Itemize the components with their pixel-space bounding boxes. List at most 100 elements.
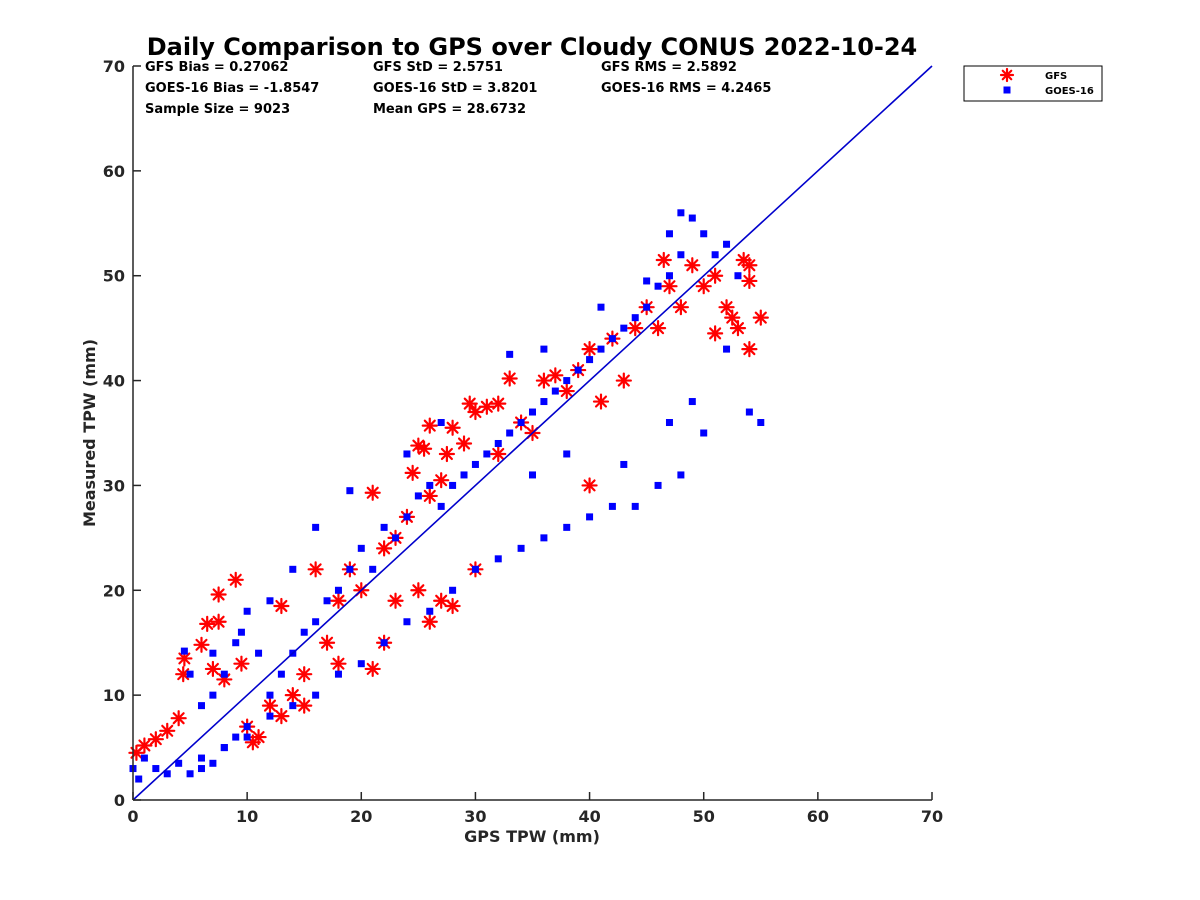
- goes-16-point: [711, 251, 719, 259]
- stats-block: GFS Bias = 0.27062 GFS StD = 2.5751 GFS RM…: [145, 60, 771, 117]
- y-axis-label: Measured TPW (mm): [80, 339, 99, 527]
- stat-text: GFS RMS = 2.5892: [601, 60, 737, 75]
- legend-item-gfs: GFS: [999, 67, 1067, 83]
- goes-16-point: [232, 733, 240, 741]
- gfs-point: [210, 613, 227, 630]
- goes-16-point: [414, 492, 422, 500]
- goes-16-point: [426, 481, 434, 489]
- x-tick-label: 20: [350, 807, 372, 826]
- series-goes-16: [129, 209, 765, 783]
- gfs-point: [707, 325, 724, 342]
- gfs-point: [364, 484, 381, 501]
- goes-16-point: [745, 408, 753, 416]
- goes-16-point: [237, 628, 245, 636]
- gfs-point: [273, 708, 290, 725]
- x-tick-label: 50: [693, 807, 715, 826]
- goes-16-point: [403, 618, 411, 626]
- goes-16-point: [357, 544, 365, 552]
- goes-16-point: [563, 523, 571, 531]
- goes-16-point: [471, 565, 479, 573]
- goes-16-point: [243, 723, 251, 731]
- gfs-point: [159, 722, 176, 739]
- gfs-point: [661, 278, 678, 295]
- gfs-point: [627, 320, 644, 337]
- gfs-point: [318, 634, 336, 651]
- goes-16-point: [209, 691, 217, 699]
- goes-16-point: [643, 303, 651, 311]
- goes-16-point: [631, 502, 639, 510]
- goes-16-point: [266, 712, 274, 720]
- goes-16-point: [700, 429, 708, 437]
- gfs-point: [376, 540, 393, 557]
- goes-16-point: [135, 775, 143, 783]
- goes-16-point: [551, 387, 559, 395]
- gfs-point: [592, 393, 610, 410]
- goes-16-point: [255, 649, 263, 657]
- goes-16-point: [180, 647, 188, 655]
- gfs-point: [273, 597, 290, 615]
- goes-16-point: [426, 607, 434, 615]
- gfs-point: [176, 650, 193, 667]
- goes-16-point: [586, 356, 594, 364]
- goes-16-point: [369, 565, 377, 573]
- goes-16-point: [757, 419, 765, 427]
- gfs-point: [147, 731, 164, 748]
- goes-16-point: [563, 450, 571, 458]
- goes-16-point: [654, 481, 662, 489]
- legend-label-gfs: GFS: [1045, 71, 1067, 82]
- gfs-point: [752, 309, 769, 326]
- goes-16-point: [266, 597, 274, 605]
- gfs-point: [615, 372, 632, 389]
- gfs-point: [433, 592, 450, 609]
- goes-16-point: [483, 450, 491, 458]
- gfs-point: [199, 615, 216, 632]
- gfs-point: [741, 272, 758, 290]
- gfs-point: [444, 419, 461, 436]
- gfs-point: [501, 370, 518, 387]
- goes-16-point: [734, 272, 742, 280]
- gfs-point: [478, 398, 495, 415]
- x-tick-label: 0: [127, 807, 138, 826]
- goes-16-point: [540, 345, 548, 353]
- goes-16-point: [403, 513, 411, 521]
- gfs-point: [741, 257, 758, 274]
- x-tick-label: 30: [464, 807, 486, 826]
- goes-16-point: [665, 230, 673, 238]
- chart-title: Daily Comparison to GPS over Cloudy CONU…: [147, 33, 918, 61]
- goes-16-point: [586, 513, 594, 521]
- axes: [132, 66, 932, 801]
- stat-text: GOES-16 RMS = 4.2465: [601, 81, 771, 96]
- goes-16-point: [449, 586, 457, 594]
- gfs-point: [296, 697, 313, 714]
- gfs-point: [193, 636, 210, 653]
- y-tick-label: 20: [103, 581, 125, 600]
- legend-marker-goes-16: [1003, 86, 1011, 94]
- y-tick-label: 60: [103, 162, 125, 181]
- goes-16-point: [289, 702, 297, 710]
- goes-16-point: [289, 565, 297, 573]
- goes-16-point: [323, 597, 331, 605]
- gfs-point: [227, 571, 244, 588]
- goes-16-point: [631, 314, 639, 322]
- goes-16-point: [380, 523, 388, 531]
- goes-16-point: [380, 639, 388, 647]
- gfs-point: [558, 382, 575, 400]
- goes-16-point: [677, 471, 685, 479]
- gfs-point: [707, 267, 724, 284]
- gfs-point: [296, 666, 313, 683]
- goes-16-point: [677, 251, 685, 259]
- gfs-point: [330, 655, 347, 672]
- goes-16-point: [643, 277, 651, 285]
- gfs-point: [649, 320, 667, 337]
- goes-16-point: [197, 754, 205, 762]
- gfs-point: [444, 597, 461, 615]
- goes-16-point: [506, 350, 514, 358]
- goes-16-point: [597, 303, 605, 311]
- gfs-point: [718, 299, 735, 316]
- goes-16-point: [460, 471, 468, 479]
- goes-16-point: [529, 408, 536, 416]
- goes-16-point: [506, 429, 514, 437]
- goes-16-point: [620, 460, 628, 468]
- x-axis-label: GPS TPW (mm): [464, 827, 600, 846]
